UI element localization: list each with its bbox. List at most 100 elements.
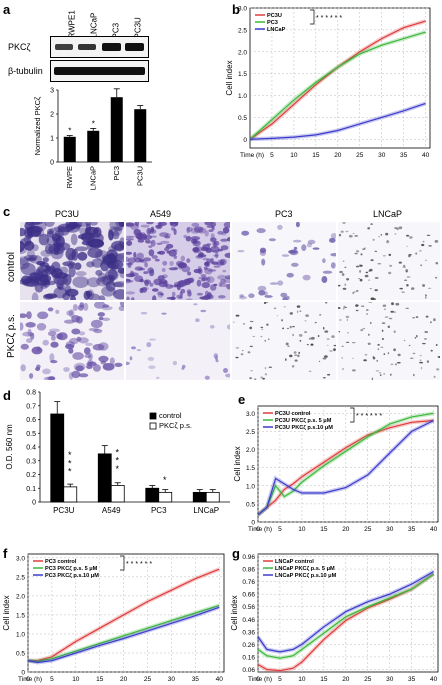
x-tick-label: 0 xyxy=(256,526,260,533)
y-tick-label: 2.5 xyxy=(238,27,247,34)
x-tick-label: PC3U xyxy=(53,506,75,515)
y-tick-label: 1.0 xyxy=(246,483,255,490)
significance-star: * xyxy=(115,456,119,466)
y-tick-label: 2.5 xyxy=(16,574,25,581)
y-axis-label: Cell index xyxy=(2,595,11,630)
chart-g: 0.06 0.16 0.26 0.36 0.46 0.56 0.66 0.76 0.86 0.96… xyxy=(230,553,439,683)
significance-star: * xyxy=(68,450,72,460)
blot-lane-label: PC3U xyxy=(133,17,143,39)
micrograph-pc3-control xyxy=(232,222,336,300)
legend-label: LNCaP PKCζ p.s.10 μM xyxy=(275,573,337,579)
x-tick-label: 0 xyxy=(26,676,30,683)
blot-lane-label: LNCaP xyxy=(89,12,99,39)
x-tick-label: 10 xyxy=(290,152,298,159)
legend-label: PKCζ p.s. xyxy=(159,421,192,430)
x-tick-label: 30 xyxy=(386,526,394,533)
y-tick-label: 0.6 xyxy=(26,417,36,424)
micrograph-lncap-ps xyxy=(338,302,440,380)
bar xyxy=(110,485,125,503)
x-tick-label: RWPE xyxy=(65,166,74,188)
y-tick-label: 0.8 xyxy=(26,390,36,397)
panel-label-d: d xyxy=(3,388,11,403)
y-tick-label: 0.7 xyxy=(26,403,36,410)
blot-lane-label: RWPE1 xyxy=(67,10,77,39)
legend-label: LNCaP xyxy=(267,27,286,33)
series-line xyxy=(27,606,220,664)
significance-star: * xyxy=(68,127,71,136)
x-tick-label: 30 xyxy=(386,676,394,683)
panel-label-e: e xyxy=(238,392,246,407)
y-tick-label: 1.0 xyxy=(16,631,25,638)
bar xyxy=(87,130,100,162)
chart-b: 0 0.5 1.0 1.5 2.0 2.5 3.0 5 10 15 20 25 30 35 40 Time (… xyxy=(225,6,431,159)
x-tick-label: A549 xyxy=(102,506,121,515)
y-tick-label: 0.5 xyxy=(16,650,25,657)
y-tick-label: 0.56 xyxy=(242,604,255,611)
y-tick-label: 2.0 xyxy=(16,593,25,600)
x-tick-label: PC3 xyxy=(151,506,167,515)
y-tick-label: 0.2 xyxy=(26,472,36,479)
x-tick-label: 20 xyxy=(334,152,342,159)
x-tick-label: LNCaP xyxy=(193,506,219,515)
y-tick-label: 0.3 xyxy=(26,458,36,465)
panel-label-b: b xyxy=(232,2,240,17)
y-tick-label: 0.76 xyxy=(242,579,255,586)
panel-label-f: f xyxy=(3,546,8,561)
y-tick-label: 0.1 xyxy=(26,486,36,493)
x-tick-label: PC3U xyxy=(135,166,144,186)
y-tick-label: 0.06 xyxy=(242,667,255,674)
x-tick-label: 20 xyxy=(342,676,350,683)
bar xyxy=(192,491,207,503)
series-line xyxy=(257,412,434,516)
legend-label: LNCaP PKCζ p.s. 5 μM xyxy=(275,566,335,572)
x-tick-label: 35 xyxy=(408,676,416,683)
x-tick-label: 5 xyxy=(50,676,54,683)
bar xyxy=(97,453,112,503)
bar xyxy=(63,136,76,162)
micrograph-a549-control xyxy=(126,222,230,300)
x-tick-label: 40 xyxy=(216,676,224,683)
x-tick-label: 20 xyxy=(342,526,350,533)
x-tick-label: 15 xyxy=(320,676,328,683)
y-tick-label: 1.0 xyxy=(238,93,247,100)
significance-star: * xyxy=(115,464,119,474)
significance-bracket xyxy=(120,555,125,571)
panel-label-a: a xyxy=(3,2,11,17)
micrograph-pc3u-control xyxy=(20,222,124,300)
y-tick-label: 0 xyxy=(32,500,36,507)
legend-swatch xyxy=(149,422,157,430)
series-line xyxy=(257,419,434,516)
y-tick-label: 3 xyxy=(50,88,54,95)
micrograph-col-label: PC3U xyxy=(55,209,80,219)
micrograph-pc3u-ps xyxy=(20,302,124,380)
significance-bracket xyxy=(350,407,355,423)
x-tick-label: 35 xyxy=(192,676,200,683)
series-line xyxy=(257,571,434,653)
panel-label-g: g xyxy=(232,546,240,561)
y-tick-label: 0.5 xyxy=(238,115,247,122)
series-line xyxy=(257,573,434,672)
legend-label: PC3U PKCζ p.s.10 μM xyxy=(275,425,333,431)
significance-bracket xyxy=(310,9,315,25)
x-tick-label: 15 xyxy=(96,676,104,683)
x-tick-label: 25 xyxy=(356,152,364,159)
micrograph-col-label: LNCaP xyxy=(373,209,403,219)
x-tick-label: 35 xyxy=(400,152,408,159)
x-axis-label: Time (h) xyxy=(248,676,272,683)
blot-lane-label: PC3 xyxy=(111,22,121,39)
plot-area xyxy=(249,7,431,149)
legend-label: PC3 PKCζ p.s. 5 μM xyxy=(45,566,98,572)
legend-swatch xyxy=(149,412,157,420)
x-tick-label: 20 xyxy=(120,676,128,683)
significance-star: * xyxy=(68,458,72,468)
legend-label: PC3U control xyxy=(275,411,311,417)
micrograph-lncap-control xyxy=(338,222,440,300)
x-tick-label: 40 xyxy=(422,152,430,159)
chart-e: 0 0.5 1.0 1.5 2.0 2.5 3.0 0 5 10 15 20 25 30 35 40 Time … xyxy=(233,405,439,533)
x-tick-label: 10 xyxy=(72,676,80,683)
x-tick-label: 25 xyxy=(144,676,152,683)
y-tick-label: 0.66 xyxy=(242,592,255,599)
y-tick-label: 0.4 xyxy=(26,445,36,452)
x-tick-label: 15 xyxy=(320,526,328,533)
micrograph-row-label: control xyxy=(6,251,17,282)
